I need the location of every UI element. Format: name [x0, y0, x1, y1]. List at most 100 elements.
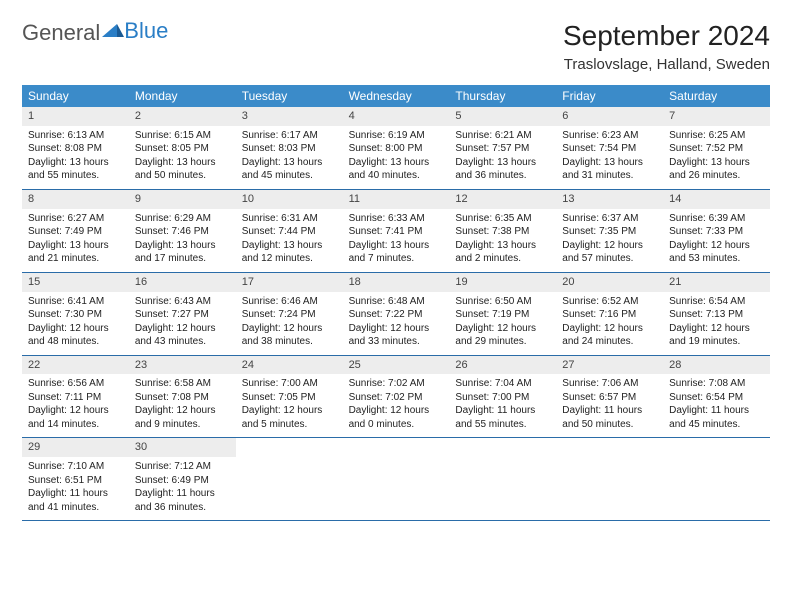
day-number: 11 — [343, 190, 450, 209]
day-cell: 29Sunrise: 7:10 AMSunset: 6:51 PMDayligh… — [22, 438, 129, 520]
daylight-text: Daylight: 12 hours and 19 minutes. — [669, 322, 764, 349]
day-facts: Sunrise: 6:52 AMSunset: 7:16 PMDaylight:… — [556, 292, 663, 355]
daylight-text: Daylight: 13 hours and 26 minutes. — [669, 156, 764, 183]
day-facts: Sunrise: 6:48 AMSunset: 7:22 PMDaylight:… — [343, 292, 450, 355]
daylight-text: Daylight: 12 hours and 38 minutes. — [242, 322, 337, 349]
sunset-text: Sunset: 7:05 PM — [242, 391, 337, 405]
sunset-text: Sunset: 6:49 PM — [135, 474, 230, 488]
daylight-text: Daylight: 12 hours and 57 minutes. — [562, 239, 657, 266]
day-number: 4 — [343, 107, 450, 126]
day-facts: Sunrise: 6:43 AMSunset: 7:27 PMDaylight:… — [129, 292, 236, 355]
week-row: 22Sunrise: 6:56 AMSunset: 7:11 PMDayligh… — [22, 356, 770, 439]
day-cell: 30Sunrise: 7:12 AMSunset: 6:49 PMDayligh… — [129, 438, 236, 520]
day-cell: 7Sunrise: 6:25 AMSunset: 7:52 PMDaylight… — [663, 107, 770, 189]
sunrise-text: Sunrise: 6:13 AM — [28, 129, 123, 143]
day-cell: 3Sunrise: 6:17 AMSunset: 8:03 PMDaylight… — [236, 107, 343, 189]
day-cell: 11Sunrise: 6:33 AMSunset: 7:41 PMDayligh… — [343, 190, 450, 272]
sunrise-text: Sunrise: 6:39 AM — [669, 212, 764, 226]
day-number: 5 — [449, 107, 556, 126]
sunrise-text: Sunrise: 7:04 AM — [455, 377, 550, 391]
daylight-text: Daylight: 13 hours and 36 minutes. — [455, 156, 550, 183]
day-cell: 25Sunrise: 7:02 AMSunset: 7:02 PMDayligh… — [343, 356, 450, 438]
day-header: Thursday — [449, 85, 556, 107]
title-block: September 2024 Traslovslage, Halland, Sw… — [563, 20, 770, 73]
sunset-text: Sunset: 7:38 PM — [455, 225, 550, 239]
day-cell: 5Sunrise: 6:21 AMSunset: 7:57 PMDaylight… — [449, 107, 556, 189]
sunset-text: Sunset: 8:00 PM — [349, 142, 444, 156]
day-facts: Sunrise: 6:54 AMSunset: 7:13 PMDaylight:… — [663, 292, 770, 355]
day-facts: Sunrise: 7:00 AMSunset: 7:05 PMDaylight:… — [236, 374, 343, 437]
day-facts: Sunrise: 6:56 AMSunset: 7:11 PMDaylight:… — [22, 374, 129, 437]
daylight-text: Daylight: 13 hours and 40 minutes. — [349, 156, 444, 183]
day-cell: 15Sunrise: 6:41 AMSunset: 7:30 PMDayligh… — [22, 273, 129, 355]
day-cell: 2Sunrise: 6:15 AMSunset: 8:05 PMDaylight… — [129, 107, 236, 189]
day-number: 30 — [129, 438, 236, 457]
daylight-text: Daylight: 12 hours and 33 minutes. — [349, 322, 444, 349]
day-facts: Sunrise: 7:06 AMSunset: 6:57 PMDaylight:… — [556, 374, 663, 437]
logo-text-1: General — [22, 20, 100, 46]
day-facts: Sunrise: 6:33 AMSunset: 7:41 PMDaylight:… — [343, 209, 450, 272]
day-cell: 13Sunrise: 6:37 AMSunset: 7:35 PMDayligh… — [556, 190, 663, 272]
sunrise-text: Sunrise: 6:46 AM — [242, 295, 337, 309]
sunset-text: Sunset: 7:11 PM — [28, 391, 123, 405]
sunrise-text: Sunrise: 6:25 AM — [669, 129, 764, 143]
day-cell: 28Sunrise: 7:08 AMSunset: 6:54 PMDayligh… — [663, 356, 770, 438]
sunrise-text: Sunrise: 6:35 AM — [455, 212, 550, 226]
day-cell: 21Sunrise: 6:54 AMSunset: 7:13 PMDayligh… — [663, 273, 770, 355]
day-cell: 6Sunrise: 6:23 AMSunset: 7:54 PMDaylight… — [556, 107, 663, 189]
daylight-text: Daylight: 12 hours and 43 minutes. — [135, 322, 230, 349]
day-header-row: Sunday Monday Tuesday Wednesday Thursday… — [22, 85, 770, 107]
sunset-text: Sunset: 7:02 PM — [349, 391, 444, 405]
daylight-text: Daylight: 11 hours and 50 minutes. — [562, 404, 657, 431]
daylight-text: Daylight: 12 hours and 14 minutes. — [28, 404, 123, 431]
sunset-text: Sunset: 7:27 PM — [135, 308, 230, 322]
day-number: 25 — [343, 356, 450, 375]
day-header: Friday — [556, 85, 663, 107]
sunrise-text: Sunrise: 6:21 AM — [455, 129, 550, 143]
day-number: 28 — [663, 356, 770, 375]
sunset-text: Sunset: 7:35 PM — [562, 225, 657, 239]
day-cell: 18Sunrise: 6:48 AMSunset: 7:22 PMDayligh… — [343, 273, 450, 355]
day-cell: 23Sunrise: 6:58 AMSunset: 7:08 PMDayligh… — [129, 356, 236, 438]
day-number: 26 — [449, 356, 556, 375]
sunset-text: Sunset: 7:54 PM — [562, 142, 657, 156]
logo-text-2: Blue — [124, 18, 168, 44]
daylight-text: Daylight: 11 hours and 45 minutes. — [669, 404, 764, 431]
day-cell: 12Sunrise: 6:35 AMSunset: 7:38 PMDayligh… — [449, 190, 556, 272]
daylight-text: Daylight: 12 hours and 29 minutes. — [455, 322, 550, 349]
weeks-container: 1Sunrise: 6:13 AMSunset: 8:08 PMDaylight… — [22, 107, 770, 521]
day-cell: 19Sunrise: 6:50 AMSunset: 7:19 PMDayligh… — [449, 273, 556, 355]
day-cell: 8Sunrise: 6:27 AMSunset: 7:49 PMDaylight… — [22, 190, 129, 272]
day-facts: Sunrise: 6:58 AMSunset: 7:08 PMDaylight:… — [129, 374, 236, 437]
day-cell: 17Sunrise: 6:46 AMSunset: 7:24 PMDayligh… — [236, 273, 343, 355]
sunrise-text: Sunrise: 7:12 AM — [135, 460, 230, 474]
day-cell — [556, 438, 663, 520]
sunrise-text: Sunrise: 7:10 AM — [28, 460, 123, 474]
daylight-text: Daylight: 13 hours and 2 minutes. — [455, 239, 550, 266]
sunset-text: Sunset: 7:49 PM — [28, 225, 123, 239]
day-number: 23 — [129, 356, 236, 375]
sunrise-text: Sunrise: 6:50 AM — [455, 295, 550, 309]
sunset-text: Sunset: 7:44 PM — [242, 225, 337, 239]
day-number: 2 — [129, 107, 236, 126]
day-cell: 24Sunrise: 7:00 AMSunset: 7:05 PMDayligh… — [236, 356, 343, 438]
day-number: 16 — [129, 273, 236, 292]
week-row: 1Sunrise: 6:13 AMSunset: 8:08 PMDaylight… — [22, 107, 770, 190]
sunrise-text: Sunrise: 6:31 AM — [242, 212, 337, 226]
day-facts: Sunrise: 6:15 AMSunset: 8:05 PMDaylight:… — [129, 126, 236, 189]
sunrise-text: Sunrise: 7:02 AM — [349, 377, 444, 391]
location: Traslovslage, Halland, Sweden — [563, 56, 770, 73]
day-number: 6 — [556, 107, 663, 126]
day-cell — [663, 438, 770, 520]
daylight-text: Daylight: 13 hours and 21 minutes. — [28, 239, 123, 266]
day-facts: Sunrise: 6:50 AMSunset: 7:19 PMDaylight:… — [449, 292, 556, 355]
day-cell: 9Sunrise: 6:29 AMSunset: 7:46 PMDaylight… — [129, 190, 236, 272]
day-number: 7 — [663, 107, 770, 126]
day-number: 21 — [663, 273, 770, 292]
sunrise-text: Sunrise: 6:58 AM — [135, 377, 230, 391]
sunset-text: Sunset: 7:08 PM — [135, 391, 230, 405]
daylight-text: Daylight: 13 hours and 17 minutes. — [135, 239, 230, 266]
day-facts: Sunrise: 6:46 AMSunset: 7:24 PMDaylight:… — [236, 292, 343, 355]
day-number: 27 — [556, 356, 663, 375]
sunrise-text: Sunrise: 7:08 AM — [669, 377, 764, 391]
